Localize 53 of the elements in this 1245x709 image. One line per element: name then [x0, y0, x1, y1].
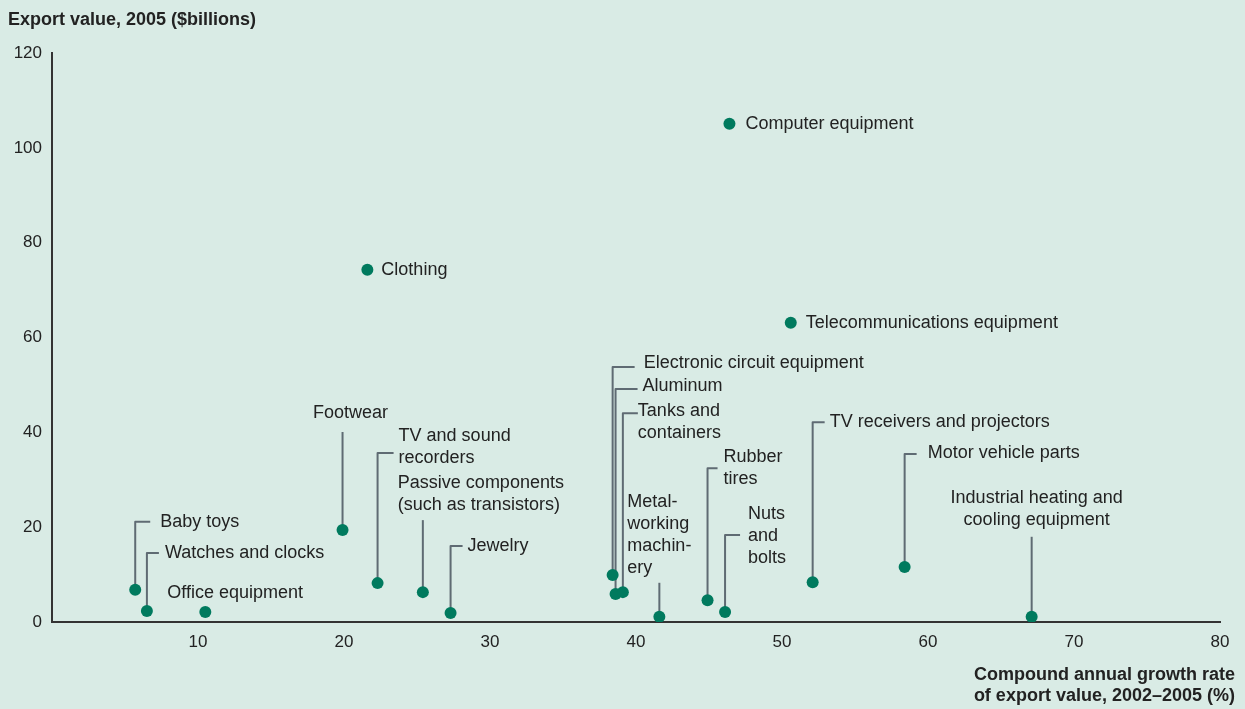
x-tick-label: 20 — [334, 631, 354, 651]
point — [898, 561, 911, 573]
point — [784, 316, 797, 329]
point — [199, 606, 212, 619]
point — [416, 586, 429, 599]
point — [723, 117, 736, 130]
annotation: Baby toys — [160, 510, 240, 531]
point — [719, 606, 732, 619]
x-tick-label: 10 — [188, 631, 208, 651]
point — [606, 569, 619, 582]
point — [371, 577, 384, 590]
annotation: Clothing — [381, 258, 448, 279]
point — [361, 263, 374, 276]
annotation: Jewelry — [467, 534, 529, 555]
y-tick-label: 100 — [13, 137, 42, 157]
x-tick-label: 50 — [772, 631, 792, 651]
y-tick-label: 40 — [23, 422, 42, 442]
y-tick-label: 120 — [13, 42, 42, 62]
annotation: TV receivers and projectors — [829, 411, 1050, 432]
annotation: Rubber tires — [723, 446, 783, 489]
annotation: Metal- working machin- ery — [626, 490, 692, 577]
annotation: Motor vehicle parts — [927, 441, 1080, 462]
annotation: Passive components (such as transistors) — [397, 472, 564, 515]
annotation: Industrial heating and cooling equipment — [950, 486, 1123, 529]
point — [140, 605, 153, 618]
x-axis-title: Compound annual growth rate of export value, 2002–2005 (%) — [973, 663, 1235, 705]
annotation: Aluminum — [642, 374, 723, 395]
x-tick-label: 30 — [480, 631, 500, 651]
annotation: Telecommunications equipment — [805, 311, 1058, 332]
annotation: Computer equipment — [745, 112, 914, 133]
annotation: Watches and clocks — [164, 542, 325, 563]
x-tick-label: 40 — [626, 631, 646, 651]
point — [806, 576, 819, 589]
x-tick-label: 80 — [1210, 631, 1230, 651]
point — [1025, 610, 1038, 622]
y-tick-label: 80 — [23, 232, 42, 252]
annotation: TV and sound recorders — [398, 425, 511, 468]
point — [653, 610, 666, 622]
annotation: Tanks and containers — [637, 400, 721, 443]
annotation: Footwear — [313, 401, 389, 422]
y-tick-label: 20 — [23, 516, 42, 536]
x-tick-label: 60 — [918, 631, 938, 651]
annotation: Office equipment — [167, 582, 304, 603]
y-tick-label: 0 — [32, 611, 42, 631]
point — [336, 524, 349, 537]
x-tick-label: 70 — [1064, 631, 1084, 651]
point — [444, 606, 457, 619]
point — [701, 594, 714, 607]
y-axis-title: Export value, 2005 ($billions) — [8, 8, 257, 29]
y-tick-label: 60 — [23, 327, 42, 347]
point — [129, 583, 142, 596]
annotation: Electronic circuit equipment — [643, 352, 864, 373]
annotation: Nuts and bolts — [748, 503, 787, 568]
